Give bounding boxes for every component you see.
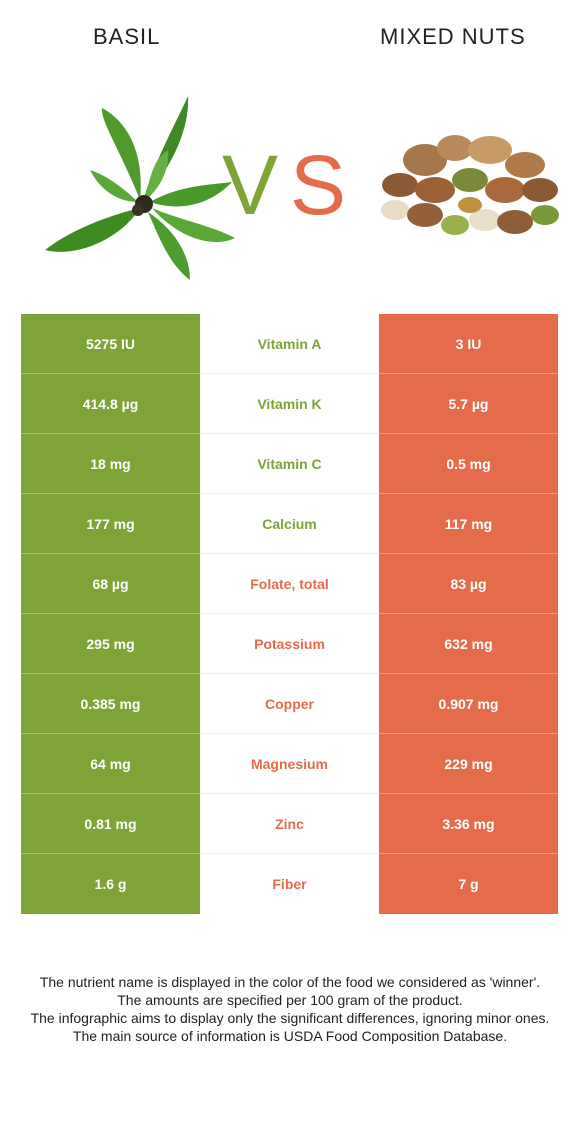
footnote-line: The nutrient name is displayed in the co… bbox=[39, 974, 541, 990]
right-value-cell: 632 mg bbox=[379, 614, 558, 674]
left-value-cell: 414.8 µg bbox=[21, 374, 200, 434]
table-row: 1.6 g Fiber 7 g bbox=[21, 854, 558, 914]
nutrient-name-cell: Vitamin A bbox=[200, 314, 379, 374]
nutrient-name-cell: Fiber bbox=[200, 854, 379, 914]
table-row: 64 mg Magnesium 229 mg bbox=[21, 734, 558, 794]
left-value-cell: 5275 IU bbox=[21, 314, 200, 374]
table-row: 0.385 mg Copper 0.907 mg bbox=[21, 674, 558, 734]
left-value-cell: 68 µg bbox=[21, 554, 200, 614]
basil-leaves bbox=[45, 96, 235, 280]
right-value-cell: 83 µg bbox=[379, 554, 558, 614]
right-value-cell: 229 mg bbox=[379, 734, 558, 794]
left-value-cell: 0.385 mg bbox=[21, 674, 200, 734]
mixed-nuts-image bbox=[381, 135, 559, 235]
table-row: 18 mg Vitamin C 0.5 mg bbox=[21, 434, 558, 494]
right-value-cell: 7 g bbox=[379, 854, 558, 914]
left-value-cell: 295 mg bbox=[21, 614, 200, 674]
vs-s: S bbox=[290, 138, 347, 232]
table-row: 0.81 mg Zinc 3.36 mg bbox=[21, 794, 558, 854]
right-value-cell: 117 mg bbox=[379, 494, 558, 554]
vs-v: V bbox=[222, 138, 279, 232]
table-row: 295 mg Potassium 632 mg bbox=[21, 614, 558, 674]
left-food-title: BASIL bbox=[93, 24, 161, 49]
nutrient-name-cell: Zinc bbox=[200, 794, 379, 854]
right-value-cell: 3.36 mg bbox=[379, 794, 558, 854]
vs-label: V S bbox=[222, 140, 352, 230]
nutrient-name-cell: Calcium bbox=[200, 494, 379, 554]
table-row: 177 mg Calcium 117 mg bbox=[21, 494, 558, 554]
table-row: 68 µg Folate, total 83 µg bbox=[21, 554, 558, 614]
right-value-cell: 5.7 µg bbox=[379, 374, 558, 434]
table-row: 414.8 µg Vitamin K 5.7 µg bbox=[21, 374, 558, 434]
right-value-cell: 0.5 mg bbox=[379, 434, 558, 494]
nuts-pile bbox=[381, 135, 559, 235]
footnote-line: The main source of information is USDA F… bbox=[72, 1028, 508, 1044]
footnote-line: The infographic aims to display only the… bbox=[30, 1010, 550, 1026]
right-value-cell: 3 IU bbox=[379, 314, 558, 374]
nutrient-name-cell: Vitamin C bbox=[200, 434, 379, 494]
left-value-cell: 18 mg bbox=[21, 434, 200, 494]
nutrient-name-cell: Copper bbox=[200, 674, 379, 734]
left-value-cell: 1.6 g bbox=[21, 854, 200, 914]
basil-image bbox=[45, 96, 235, 280]
nutrient-name-cell: Potassium bbox=[200, 614, 379, 674]
right-food-title: MIXED NUTS bbox=[380, 24, 526, 49]
left-value-cell: 177 mg bbox=[21, 494, 200, 554]
footnote-line: The amounts are specified per 100 gram o… bbox=[117, 992, 463, 1008]
nutrient-name-cell: Vitamin K bbox=[200, 374, 379, 434]
footnote: The nutrient name is displayed in the co… bbox=[16, 973, 564, 1045]
left-value-cell: 0.81 mg bbox=[21, 794, 200, 854]
right-value-cell: 0.907 mg bbox=[379, 674, 558, 734]
left-value-cell: 64 mg bbox=[21, 734, 200, 794]
nutrient-name-cell: Folate, total bbox=[200, 554, 379, 614]
nutrient-name-cell: Magnesium bbox=[200, 734, 379, 794]
